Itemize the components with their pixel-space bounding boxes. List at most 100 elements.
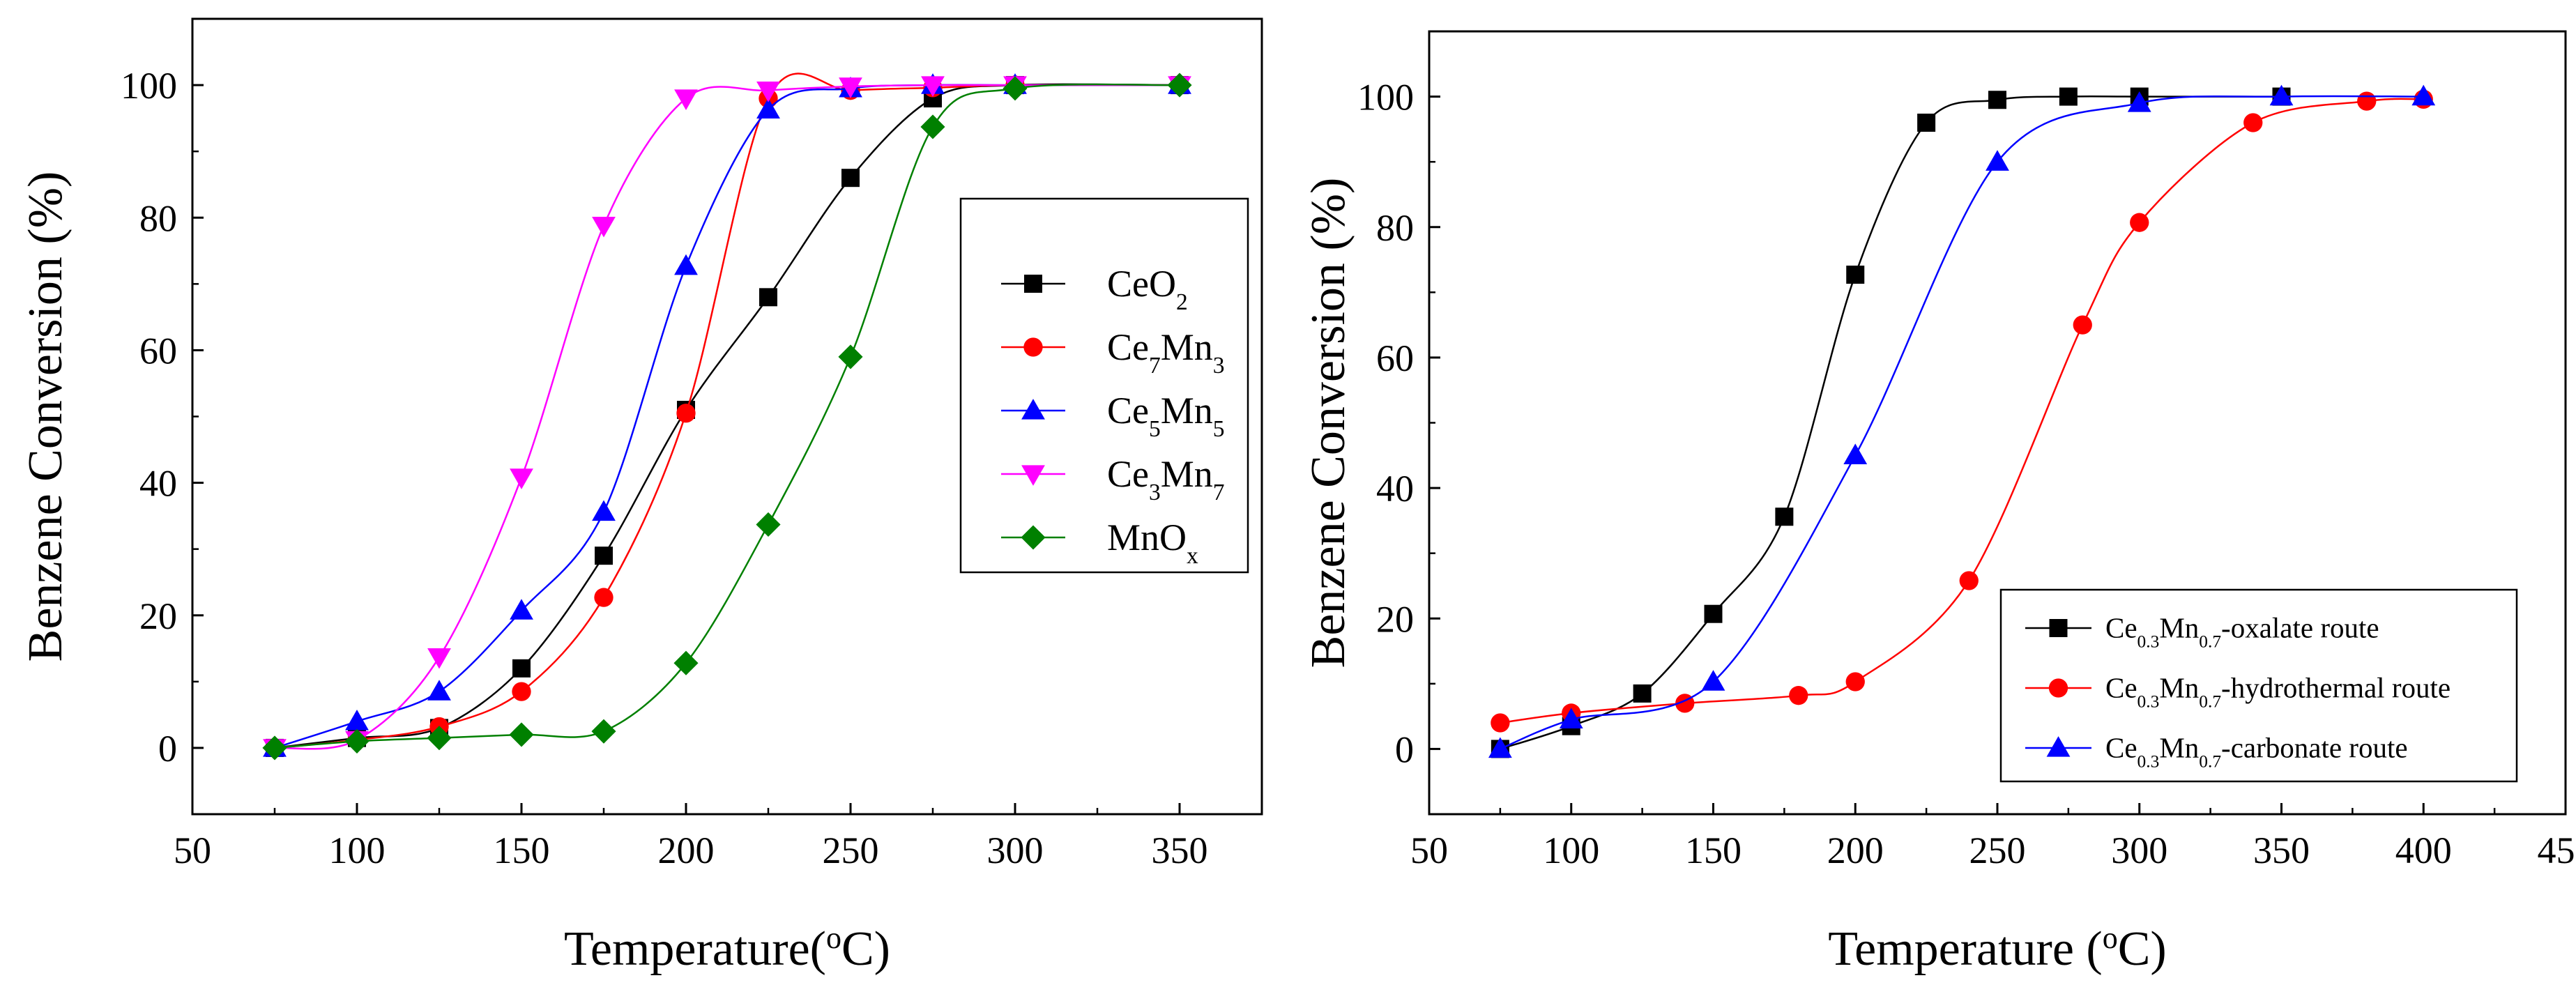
data-point: [920, 114, 945, 139]
legend-label-part: 2: [1176, 289, 1188, 314]
legend-box: [1999, 588, 2518, 783]
y-tick-label: 0: [1395, 728, 1414, 770]
data-point: [674, 89, 698, 110]
data-point: [510, 599, 533, 620]
data-point: [2127, 91, 2151, 112]
data-point: [674, 254, 698, 275]
data-point: [510, 468, 533, 489]
legend-label-part: Ce: [2105, 612, 2137, 644]
x-tick-label: 450: [2538, 830, 2576, 871]
data-point: [591, 719, 616, 744]
legend-label-part: 0.7: [2199, 752, 2221, 772]
legend-label-part: Ce: [1107, 326, 1149, 368]
x-tick-label: 400: [2395, 830, 2452, 871]
x-axis-title-degree: o: [2103, 921, 2118, 955]
legend-label-part: 0.7: [2199, 692, 2221, 712]
legend-label-part: Ce: [2105, 672, 2137, 704]
x-axis-title-degree: o: [826, 921, 841, 955]
data-point: [427, 648, 451, 669]
data-point: [2357, 91, 2377, 111]
legend-label-part: CeO: [1107, 263, 1176, 305]
data-point: [756, 512, 781, 537]
legend-label-part: Mn: [1161, 453, 1213, 495]
x-tick-label: 350: [2253, 830, 2310, 871]
legend-label-part: Mn: [1161, 390, 1213, 431]
legend-label-part: Ce: [1107, 453, 1149, 495]
chart-panel-right: 50 100 150 200 250 300 350 400 450 0 20 40 60 80 100 Te…: [1302, 30, 2576, 976]
x-tick-label: 50: [1410, 830, 1448, 871]
data-point: [1491, 713, 1510, 733]
data-point: [345, 709, 369, 731]
data-point: [1917, 114, 1936, 132]
data-point: [427, 680, 451, 701]
legend-marker: [2046, 736, 2071, 757]
x-tick-label: 250: [1969, 830, 2026, 871]
data-point: [1559, 708, 1583, 728]
data-point: [676, 404, 696, 423]
legend-label-part: Mn: [2159, 732, 2199, 764]
legend-label-part: -carbonate route: [2221, 732, 2407, 764]
data-point: [1846, 266, 1865, 284]
data-point: [2411, 84, 2436, 106]
legend-label-part: 0.3: [2137, 692, 2160, 712]
y-tick-label: 80: [139, 197, 177, 239]
legend-box: [959, 197, 1249, 574]
y-axis-title: Benzene Conversion (%): [1302, 178, 1355, 668]
legend-label-part: Ce: [1107, 390, 1149, 431]
legend-label-part: 5: [1149, 415, 1161, 441]
legend-label: Ce7Mn3: [1107, 326, 1224, 379]
data-point: [592, 216, 616, 238]
data-point: [592, 500, 616, 521]
data-point: [2243, 113, 2263, 132]
y-tick-label: 100: [1357, 77, 1414, 119]
data-point: [1986, 150, 2009, 171]
data-point: [1633, 684, 1652, 703]
data-point: [921, 76, 945, 97]
chart-panel-left: 50 100 150 200 250 300 350 0 20 40 60 80 100 Temperat…: [19, 17, 1263, 976]
data-point: [512, 682, 531, 701]
data-point: [509, 722, 534, 747]
legend-label: Ce5Mn5: [1107, 390, 1224, 442]
legend-label: MnOx: [1107, 517, 1198, 569]
y-tick-label: 100: [121, 65, 177, 107]
data-point: [2059, 87, 2078, 106]
legend-label-part: 0.3: [2137, 632, 2160, 652]
x-tick-label: 250: [823, 830, 879, 871]
x-tick-label: 150: [494, 830, 550, 871]
x-tick-label: 100: [1543, 830, 1599, 871]
x-axis-title-main: Temperature (: [1828, 922, 2102, 976]
data-point: [838, 344, 863, 369]
y-tick-label: 20: [1376, 598, 1414, 640]
x-tick-label: 100: [329, 830, 386, 871]
x-tick-label: 200: [658, 830, 715, 871]
data-point: [595, 547, 613, 565]
series-line: [274, 84, 1180, 750]
legend-label: Ce0.3Mn0.7-hydrothermal route: [2105, 672, 2451, 712]
data-point: [512, 659, 531, 678]
data-point: [2130, 213, 2149, 232]
legend-label-part: 0.3: [2137, 752, 2160, 772]
data-point: [344, 728, 369, 754]
x-tick-label: 50: [174, 830, 211, 871]
legend-label-part: 3: [1149, 479, 1161, 505]
x-tick-label: 350: [1152, 830, 1208, 871]
legend-marker: [1023, 337, 1043, 357]
y-tick-label: 60: [139, 330, 177, 372]
legend-label: Ce3Mn7: [1107, 453, 1224, 505]
x-axis-title-main: Temperature(: [564, 922, 826, 976]
data-point: [759, 288, 777, 307]
data-point: [262, 735, 287, 761]
x-tick-label: 300: [2111, 830, 2167, 871]
x-tick-label: 300: [987, 830, 1044, 871]
y-tick-label: 60: [1376, 337, 1414, 379]
legend: Ce0.3Mn0.7-oxalate routeCe0.3Mn0.7-hydro…: [1999, 588, 2518, 783]
x-tick-label: 150: [1685, 830, 1742, 871]
data-point: [1959, 571, 1979, 590]
data-point: [1845, 672, 1865, 691]
data-point: [2073, 315, 2092, 335]
data-point: [841, 169, 860, 188]
x-axis-title-unit: C): [2118, 922, 2167, 976]
data-point: [1704, 604, 1723, 623]
legend-label-part: Ce: [2105, 732, 2137, 764]
